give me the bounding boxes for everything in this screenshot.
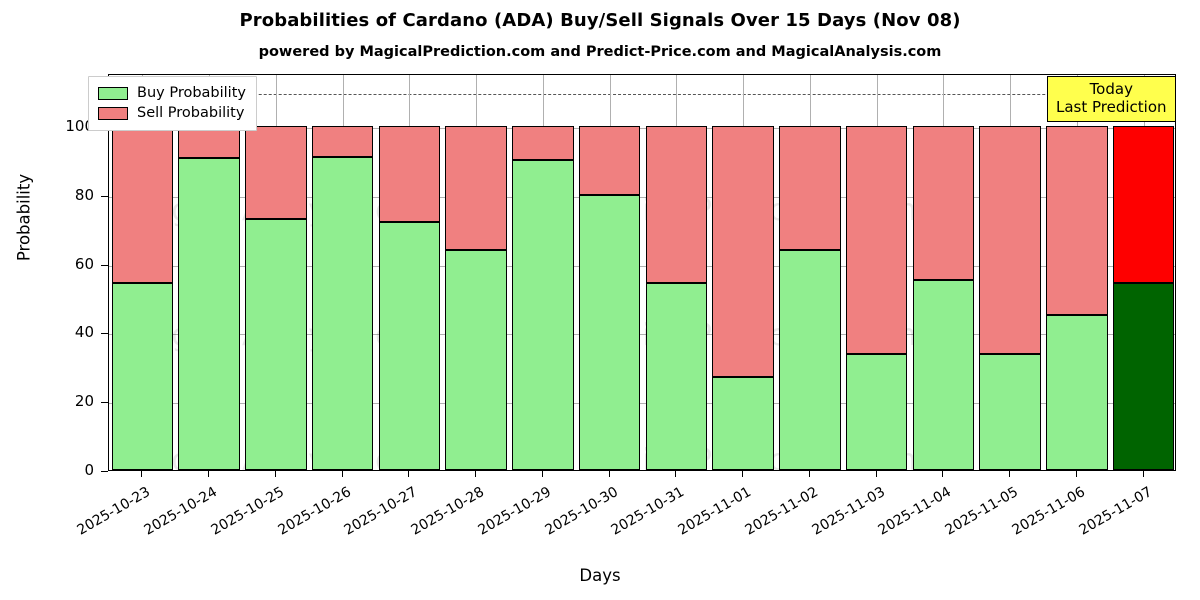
today-annotation: Today Last Prediction <box>1047 76 1176 122</box>
gridline-horizontal <box>109 265 1175 267</box>
gridline-horizontal <box>109 196 1175 198</box>
x-tick-mark <box>542 471 543 477</box>
bar-group[interactable] <box>512 75 574 470</box>
x-axis-label: Days <box>579 566 621 585</box>
y-tick-mark <box>101 333 108 334</box>
x-tick-mark <box>609 471 610 477</box>
bar-segment-sell[interactable] <box>178 126 240 158</box>
bar-segment-buy[interactable] <box>445 249 507 470</box>
bar-segment-buy[interactable] <box>979 354 1041 470</box>
bar-segment-buy[interactable] <box>845 354 908 470</box>
bar-segment-buy[interactable] <box>712 377 774 470</box>
bar-segment-buy[interactable] <box>645 282 708 470</box>
bar-segment-buy[interactable] <box>779 249 841 470</box>
bar-group[interactable] <box>311 75 374 470</box>
bar-segment-sell[interactable] <box>245 126 307 219</box>
x-tick-mark <box>408 471 409 477</box>
bar-segment-sell[interactable] <box>1112 126 1175 283</box>
bar-group[interactable] <box>645 75 708 470</box>
legend-item-buy[interactable]: Buy Probability <box>98 83 246 103</box>
bar-group[interactable] <box>1112 75 1175 470</box>
chart-subtitle: powered by MagicalPrediction.com and Pre… <box>258 44 942 60</box>
bar-segment-sell[interactable] <box>378 126 441 223</box>
y-tick-label: 20 <box>74 392 94 411</box>
bar-segment-buy[interactable] <box>512 160 574 470</box>
bar-segment-buy[interactable] <box>1046 314 1108 470</box>
bar-segment-sell[interactable] <box>979 126 1041 355</box>
y-tick-label: 0 <box>84 461 94 479</box>
y-tick-mark <box>101 471 108 472</box>
bar-group[interactable] <box>445 75 507 470</box>
legend-item-sell[interactable]: Sell Probability <box>98 103 246 123</box>
x-tick-mark <box>141 471 142 477</box>
bar-segment-sell[interactable] <box>311 126 374 157</box>
bar-segment-buy[interactable] <box>378 222 441 470</box>
bar-group[interactable] <box>578 75 641 470</box>
y-tick-label: 60 <box>74 254 94 273</box>
bar-segment-sell[interactable] <box>111 126 174 283</box>
reference-line <box>109 93 1175 95</box>
legend-label-buy: Buy Probability <box>137 85 246 101</box>
bar-segment-buy[interactable] <box>178 157 240 470</box>
x-tick-mark <box>342 471 343 477</box>
bar-group[interactable] <box>111 75 174 470</box>
x-tick-mark <box>876 471 877 477</box>
legend-label-sell: Sell Probability <box>137 105 245 121</box>
bar-group[interactable] <box>378 75 441 470</box>
y-tick-label: 80 <box>74 185 94 204</box>
bar-group[interactable] <box>845 75 908 470</box>
bar-segment-buy[interactable] <box>1112 282 1175 470</box>
x-tick-mark <box>208 471 209 477</box>
x-tick-mark <box>675 471 676 477</box>
gridline-horizontal <box>109 334 1175 336</box>
y-tick-mark <box>101 265 108 266</box>
bar-segment-buy[interactable] <box>311 156 374 470</box>
x-tick-mark <box>742 471 743 477</box>
legend: Buy Probability Sell Probability <box>88 76 257 131</box>
bar-group[interactable] <box>245 75 307 470</box>
today-annotation-line1: Today <box>1089 80 1133 98</box>
bar-segment-buy[interactable] <box>578 194 641 470</box>
page-title: Probabilities of Cardano (ADA) Buy/Sell … <box>239 10 961 31</box>
today-annotation-line2: Last Prediction <box>1056 98 1167 116</box>
bar-segment-sell[interactable] <box>779 126 841 250</box>
bar-group[interactable] <box>979 75 1041 470</box>
x-tick-mark <box>275 471 276 477</box>
y-tick-mark <box>101 196 108 197</box>
y-tick-mark <box>101 402 108 403</box>
legend-swatch-buy-icon <box>98 86 128 100</box>
x-tick-mark <box>1076 471 1077 477</box>
bar-segment-buy[interactable] <box>912 279 975 470</box>
bar-segment-buy[interactable] <box>111 282 174 470</box>
bar-segment-sell[interactable] <box>912 126 975 280</box>
x-tick-mark <box>1143 471 1144 477</box>
bar-segment-sell[interactable] <box>445 126 507 250</box>
x-tick-mark <box>475 471 476 477</box>
bar-segment-sell[interactable] <box>645 126 708 283</box>
plot-area: MagicalAnalysis.comMagicalPrediction.com… <box>108 74 1176 471</box>
bar-segment-sell[interactable] <box>845 126 908 355</box>
bar-group[interactable] <box>712 75 774 470</box>
bar-segment-sell[interactable] <box>578 126 641 195</box>
bar-group[interactable] <box>779 75 841 470</box>
bar-group[interactable] <box>1046 75 1108 470</box>
x-tick-mark <box>809 471 810 477</box>
bar-segment-buy[interactable] <box>245 218 307 470</box>
bar-segment-sell[interactable] <box>512 126 574 161</box>
y-tick-label: 40 <box>74 323 94 342</box>
gridline-horizontal <box>109 403 1175 405</box>
y-axis-label: Probability <box>14 173 34 262</box>
legend-swatch-sell-icon <box>98 106 128 120</box>
bar-segment-sell[interactable] <box>712 126 774 378</box>
bar-segment-sell[interactable] <box>1046 126 1108 315</box>
y-tick-label: 100 <box>65 117 94 135</box>
bar-group[interactable] <box>912 75 975 470</box>
x-tick-mark <box>1009 471 1010 477</box>
x-tick-mark <box>942 471 943 477</box>
gridline-horizontal <box>109 128 1175 129</box>
bar-group[interactable] <box>178 75 240 470</box>
